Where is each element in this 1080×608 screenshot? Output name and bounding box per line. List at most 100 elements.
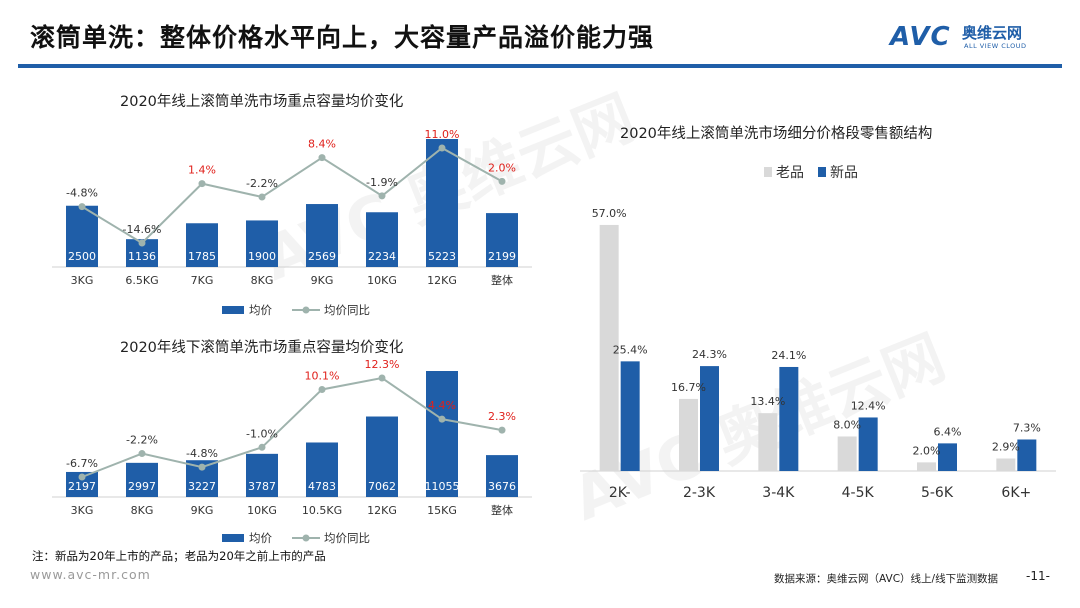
old-value-label: 2.0%: [913, 444, 941, 457]
old-value-label: 57.0%: [592, 207, 627, 220]
x-tick-label: 3KG: [71, 274, 94, 287]
bar-new-2K-: [620, 361, 640, 471]
bar-value-label: 2997: [128, 480, 156, 493]
bar-value-label: 3787: [248, 480, 276, 493]
legend-bar-swatch: [222, 306, 244, 314]
bar-old-6K+: [996, 458, 1016, 471]
legend-bar-label: 均价: [249, 303, 272, 317]
bar-new-2-3K: [700, 366, 719, 471]
yoy-label: 2.3%: [488, 410, 516, 423]
yoy-label: -2.2%: [126, 434, 158, 447]
bar-value-label: 2569: [308, 250, 336, 263]
segment-share-chart: 老品 新品 57.0% 25.4% 2K- 16.7% 24.3% 2-3K 13.4% 24.1…: [580, 165, 1056, 501]
yoy-label: -2.2%: [246, 177, 278, 190]
bar-new-6K+: [1017, 439, 1037, 471]
x-tick-label: 12KG: [427, 274, 457, 287]
yoy-point: [198, 463, 206, 471]
x-tick-label: 10KG: [247, 504, 277, 517]
x-tick-label: 9KG: [191, 504, 214, 517]
bar-value-label: 3676: [488, 480, 516, 493]
bar-old-2-3K: [679, 398, 698, 471]
bar-old-3-4K: [758, 413, 778, 471]
yoy-point: [258, 193, 266, 201]
legend-line-marker: [302, 306, 310, 314]
yoy-point: [318, 154, 326, 162]
yoy-point: [438, 144, 446, 152]
yoy-label: 1.4%: [188, 164, 216, 177]
yoy-point: [498, 177, 506, 185]
yoy-point: [78, 203, 86, 211]
x-tick-label: 6K+: [1001, 485, 1031, 501]
yoy-point: [258, 443, 266, 451]
new-value-label: 7.3%: [1013, 421, 1041, 434]
bar-10.5KG: [306, 442, 338, 497]
bar-value-label: 1900: [248, 250, 276, 263]
bar-value-label: 4783: [308, 480, 336, 493]
website-link[interactable]: www.avc-mr.com: [30, 567, 151, 582]
x-tick-label: 整体: [491, 273, 513, 287]
page-number: -11-: [1026, 569, 1050, 583]
bar-value-label: 1785: [188, 250, 216, 263]
legend-line-label: 均价同比: [324, 531, 370, 545]
bar-new-5-6K: [938, 443, 957, 471]
bar-value-label: 3227: [188, 480, 216, 493]
x-tick-label: 9KG: [311, 274, 334, 287]
x-tick-label: 10.5KG: [302, 504, 342, 517]
bar-value-label: 2500: [68, 250, 96, 263]
data-source: 数据来源：奥维云网（AVC）线上/线下监测数据: [774, 573, 999, 585]
x-tick-label: 2-3K: [683, 485, 716, 501]
logo-mark: AVC: [890, 22, 951, 52]
yoy-point: [318, 385, 326, 393]
offline-chart-title: 2020年线下滚筒单洗市场重点容量均价变化: [120, 340, 404, 356]
yoy-label: -4.8%: [186, 447, 218, 460]
yoy-line: [81, 376, 503, 478]
bar-整体: [486, 455, 518, 497]
bar-old-4-5K: [837, 436, 857, 471]
legend-old-label: 老品: [776, 165, 804, 181]
yoy-label: -6.7%: [66, 457, 98, 470]
yoy-point: [198, 180, 206, 188]
x-tick-label: 7KG: [191, 274, 214, 287]
yoy-point: [498, 426, 506, 434]
old-value-label: 16.7%: [671, 381, 706, 394]
legend-new-swatch: [818, 167, 826, 177]
logo-cn: 奥维云网: [962, 24, 1023, 42]
new-value-label: 25.4%: [613, 343, 648, 356]
yoy-point: [378, 192, 386, 200]
legend-line-label: 均价同比: [324, 303, 370, 317]
yoy-label: 12.3%: [365, 358, 400, 371]
new-value-label: 24.3%: [692, 348, 727, 361]
online-chart-title: 2020年线上滚筒单洗市场重点容量均价变化: [120, 94, 404, 110]
x-tick-label: 3-4K: [762, 485, 795, 501]
bar-12KG: [426, 139, 458, 267]
bar-10KG: [366, 212, 398, 267]
bar-new-3-4K: [779, 366, 799, 471]
bar-8KG: [126, 462, 158, 497]
yoy-label: 11.0%: [425, 128, 460, 141]
yoy-line: [81, 146, 503, 245]
legend-new-label: 新品: [830, 165, 858, 181]
bar-8KG: [246, 220, 278, 267]
yoy-label: 10.1%: [305, 369, 340, 382]
legend-line-marker: [302, 534, 310, 542]
yoy-label: -14.6%: [123, 223, 162, 236]
footnote: 注：新品为20年上市的产品；老品为20年之前上市的产品: [32, 549, 326, 563]
online-price-chart: 2500 3KG 1136 6.5KG 1785 7KG 1900 8KG 2569 9KG 223…: [52, 128, 532, 317]
yoy-point: [138, 450, 146, 458]
yoy-point: [138, 239, 146, 247]
segment-chart-title: 2020年线上滚筒单洗市场细分价格段零售额结构: [620, 126, 933, 142]
legend-bar-swatch: [222, 534, 244, 542]
x-tick-label: 6.5KG: [125, 274, 158, 287]
yoy-point: [378, 374, 386, 382]
offline-price-chart: 2197 3KG 2997 8KG 3227 9KG 3787 10KG 4783 10.5KG 7…: [52, 358, 532, 545]
x-tick-label: 4-5K: [842, 485, 875, 501]
old-value-label: 8.0%: [833, 418, 861, 431]
yoy-label: -1.0%: [246, 427, 278, 440]
bar-10KG: [246, 453, 278, 497]
old-value-label: 13.4%: [750, 395, 785, 408]
legend-old-swatch: [764, 167, 772, 177]
new-value-label: 24.1%: [771, 349, 806, 362]
yoy-label: 2.0%: [488, 161, 516, 174]
x-tick-label: 12KG: [367, 504, 397, 517]
bar-old-5-6K: [917, 462, 936, 471]
